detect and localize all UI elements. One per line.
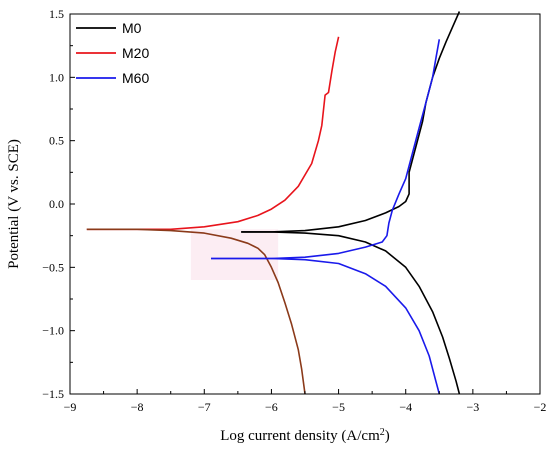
y-tick-label: −0.5 (42, 260, 64, 274)
x-tick-label: −7 (198, 400, 211, 414)
legend: M0 M20 M60 (76, 20, 149, 86)
x-axis-title-sup: 2 (380, 427, 385, 438)
series-line-m20-0 (86, 36, 340, 231)
x-axis-title: Log current density (A/cm2) (220, 427, 390, 445)
x-tick-label: −6 (265, 400, 278, 414)
series-line-m60-1 (211, 257, 441, 395)
x-axis-title-end: ) (385, 428, 390, 444)
y-axis: −1.5 −1.0 −0.5 0.0 0.5 1.0 1.5 (42, 7, 75, 401)
x-tick-label: −3 (466, 400, 479, 414)
y-tick-label: 1.0 (49, 70, 64, 84)
x-tick-label: −4 (399, 400, 412, 414)
x-axis: −9 −8 −7 −6 −5 −4 −3 −2 (64, 389, 547, 414)
y-tick-label: 1.5 (49, 7, 64, 21)
legend-label-m60: M60 (122, 70, 149, 86)
series-line-m20-cathodic-0 (86, 228, 306, 395)
y-tick-label: −1.5 (42, 387, 64, 401)
x-tick-label: −9 (64, 400, 77, 414)
x-tick-label: −2 (534, 400, 547, 414)
x-tick-label: −5 (332, 400, 345, 414)
y-tick-label: 0.5 (49, 134, 64, 148)
series-line-m0-0 (241, 11, 461, 233)
series-line-m0-1 (241, 231, 461, 395)
y-axis-title: Potential (V vs. SCE) (6, 139, 22, 269)
x-tick-label: −8 (131, 400, 144, 414)
y-tick-label: 0.0 (49, 197, 64, 211)
legend-label-m0: M0 (122, 20, 142, 36)
series-line-m60-0 (211, 39, 441, 260)
series-layer (86, 11, 461, 395)
legend-label-m20: M20 (122, 45, 149, 61)
y-tick-label: −1.0 (42, 324, 64, 338)
x-axis-title-main: Log current density (A/cm (220, 428, 380, 444)
